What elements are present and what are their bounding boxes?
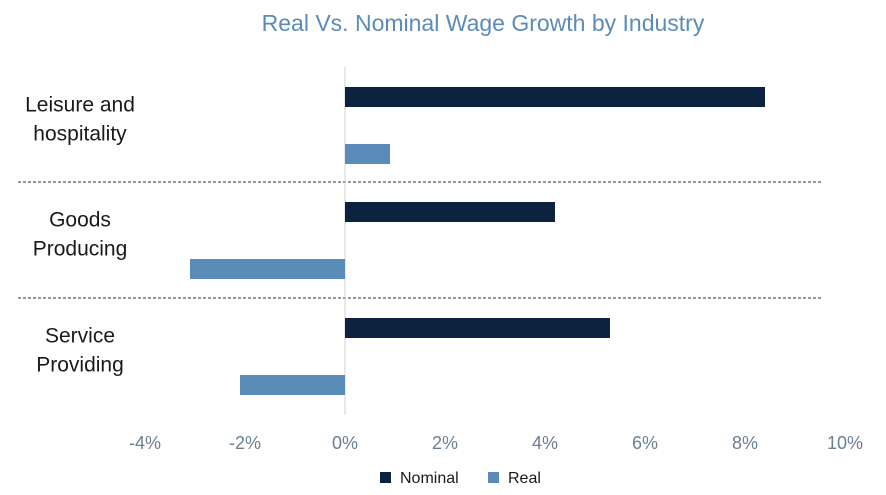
legend-swatch-real: [488, 472, 499, 483]
x-tick-label-1: -4%: [129, 433, 161, 453]
bar-real-1: [345, 144, 390, 164]
x-tick-label-2: -2%: [229, 433, 261, 453]
x-tick-label-7: 8%: [732, 433, 758, 453]
x-tick-label-3: 0%: [332, 433, 358, 453]
category-label-2-line-2: Producing: [33, 238, 128, 261]
chart-title: Real Vs. Nominal Wage Growth by Industry: [261, 10, 705, 36]
bar-nominal-2: [345, 202, 555, 222]
legend-label-real: Real: [508, 470, 541, 487]
category-label-1-line-1: Leisure and: [25, 94, 135, 117]
category-label-3-line-1: Service: [45, 325, 115, 348]
x-tick-label-6: 6%: [632, 433, 658, 453]
category-label-2-line-1: Goods: [49, 209, 111, 232]
category-label-1-line-2: hospitality: [33, 123, 127, 146]
bar-real-2: [190, 259, 345, 279]
x-tick-label-5: 4%: [532, 433, 558, 453]
x-tick-label-4: 2%: [432, 433, 458, 453]
x-tick-label-8: 10%: [827, 433, 863, 453]
bar-real-3: [240, 375, 345, 395]
bar-nominal-1: [345, 87, 765, 107]
category-label-3-line-2: Providing: [36, 354, 124, 377]
bar-nominal-3: [345, 318, 610, 338]
legend-swatch-nominal: [380, 472, 391, 483]
legend-label-nominal: Nominal: [400, 470, 459, 487]
